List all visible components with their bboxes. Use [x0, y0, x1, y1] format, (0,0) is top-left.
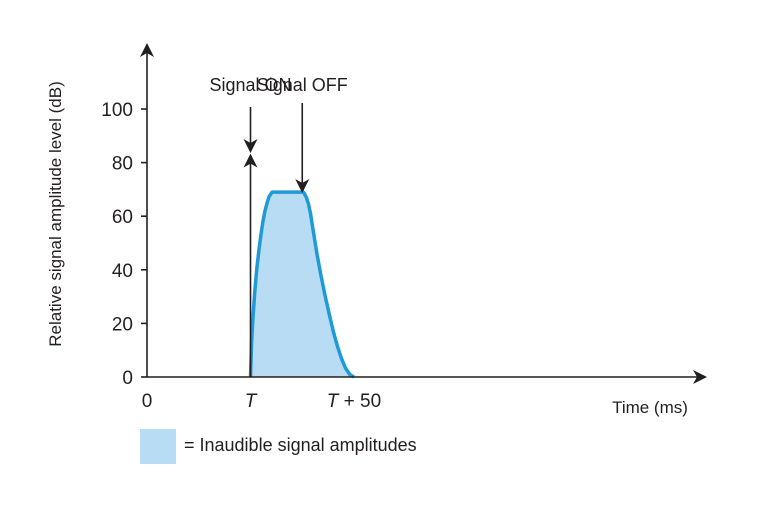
signal-area-fill	[250, 192, 354, 377]
x-tick-label: 0	[142, 391, 153, 412]
y-axis-label: Relative signal amplitude level (dB)	[46, 81, 65, 347]
legend-text: = Inaudible signal amplitudes	[184, 435, 417, 455]
y-tick-group: 0 20 40 60 80 100	[101, 100, 147, 389]
x-tick-label: T + 50	[327, 391, 381, 412]
y-tick-label: 100	[101, 100, 133, 121]
signal-off-label: Signal OFF	[257, 75, 348, 95]
legend-swatch	[140, 429, 176, 464]
signal-on-label: Signal ON	[209, 75, 291, 95]
x-tick-group: 0 T T + 50	[142, 391, 381, 412]
y-tick-label: 80	[112, 154, 133, 175]
x-axis-label: Time (ms)	[612, 398, 688, 417]
y-tick-label: 0	[122, 368, 133, 389]
y-tick-label: 40	[112, 261, 133, 282]
x-tick-label: T	[245, 391, 258, 412]
y-tick-label: 20	[112, 314, 133, 335]
signal-curve-line	[248, 190, 355, 379]
y-tick-label: 60	[112, 207, 133, 228]
